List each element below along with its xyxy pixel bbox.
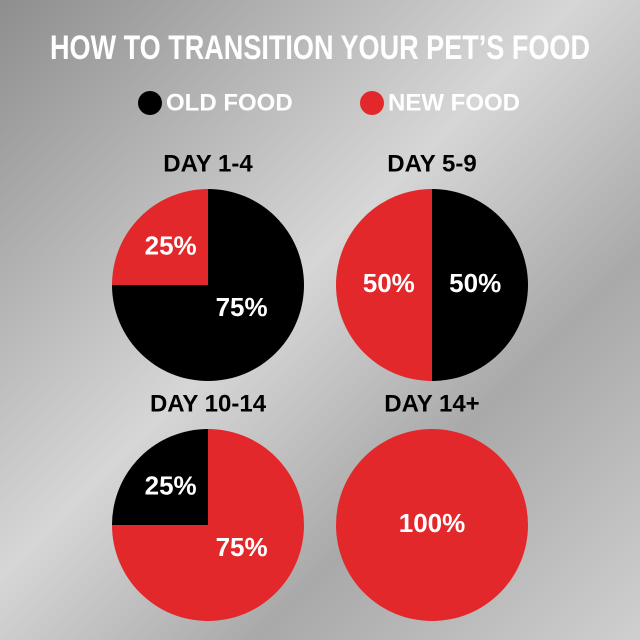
pie-title: DAY 1-4 [163,150,253,177]
value-label: 25% [145,471,197,501]
value-label: 75% [216,532,268,562]
value-label: 50% [449,268,501,298]
value-label: 25% [145,231,197,261]
pie-slice [112,189,208,285]
pie-title: DAY 14+ [384,390,479,417]
value-label: 75% [216,292,268,322]
value-label: 50% [363,268,415,298]
pie-title: DAY 10-14 [150,390,267,417]
legend-label: NEW FOOD [388,89,520,116]
pie-slice [432,189,528,381]
title: HOW TO TRANSITION YOUR PET’S FOOD [50,29,590,67]
pie-slice [112,429,208,525]
legend-swatch [138,91,162,115]
pie-title: DAY 5-9 [387,150,476,177]
legend-label: OLD FOOD [166,89,293,116]
pie-slice [336,189,432,381]
value-label: 100% [399,508,466,538]
pie-slice [336,429,528,621]
legend-swatch [360,91,384,115]
